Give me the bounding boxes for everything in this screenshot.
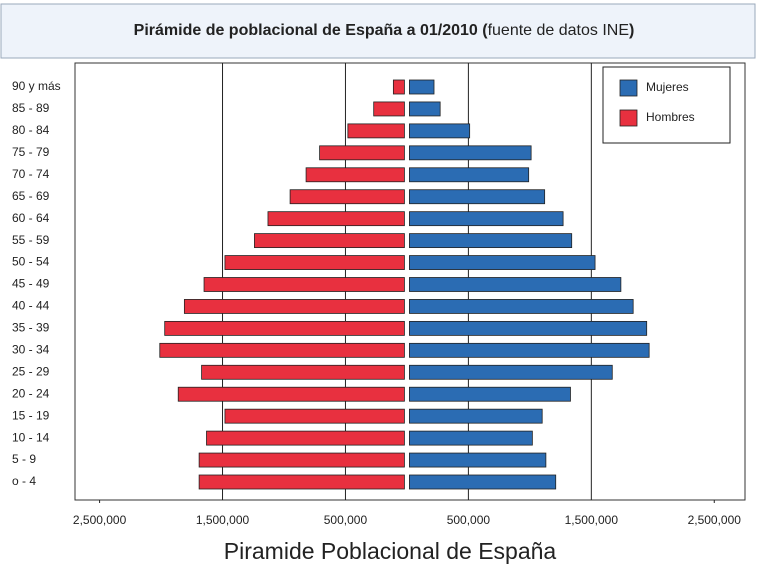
y-tick-label: 50 - 54: [12, 255, 50, 269]
bar: [409, 277, 622, 292]
x-tick-label: 500,000: [324, 513, 368, 527]
y-tick-label: 40 - 44: [12, 299, 50, 313]
legend-swatch: [619, 109, 638, 127]
bar: [224, 408, 405, 424]
bar: [183, 299, 405, 314]
x-tick-label: 1,500,000: [565, 513, 619, 527]
x-tick-label: 1,500,000: [196, 513, 250, 527]
bar: [305, 167, 405, 183]
y-tick-label: 90 y más: [12, 79, 61, 93]
bar: [224, 255, 405, 270]
x-tick-label: 2,500,000: [73, 513, 127, 527]
bar: [409, 408, 543, 424]
bar: [409, 299, 634, 314]
y-tick-label: 30 - 34: [12, 343, 50, 357]
bar: [409, 320, 648, 336]
bar: [409, 79, 435, 95]
y-tick-label: 20 - 24: [12, 386, 50, 400]
bar: [409, 101, 441, 117]
bar: [409, 145, 532, 161]
y-tick-label: 85 - 89: [12, 101, 50, 115]
bar: [347, 123, 405, 139]
bar: [409, 233, 573, 249]
bar: [203, 277, 405, 292]
title-close: ): [629, 22, 634, 39]
bar: [409, 189, 546, 205]
x-tick-label: 500,000: [447, 513, 491, 527]
bar: [409, 167, 530, 183]
bar: [198, 474, 405, 490]
title-source: fuente de datos INE: [488, 22, 629, 39]
y-tick-label: 15 - 19: [12, 408, 50, 422]
y-tick-label: 5 - 9: [12, 452, 36, 466]
legend-box: [602, 66, 731, 144]
bar: [164, 320, 405, 336]
bar: [373, 101, 405, 117]
y-tick-label: 55 - 59: [12, 233, 50, 247]
bar: [409, 255, 596, 270]
y-tick-label: 45 - 49: [12, 277, 50, 291]
bar: [409, 474, 557, 490]
bar: [198, 452, 405, 468]
y-tick-label: 60 - 64: [12, 211, 50, 225]
y-tick-label: o - 4: [12, 474, 36, 488]
caption: Piramide Poblacional de España: [224, 538, 557, 564]
bar: [409, 452, 547, 468]
bar: [409, 430, 533, 446]
legend-label: Mujeres: [646, 80, 689, 94]
bar: [392, 79, 405, 95]
bar: [177, 386, 405, 402]
y-tick-label: 75 - 79: [12, 145, 50, 159]
title-main: Pirámide de poblacional de España a 01/2…: [134, 22, 489, 39]
legend-label: Hombres: [646, 110, 695, 124]
y-tick-label: 10 - 14: [12, 430, 50, 444]
bar: [201, 364, 405, 380]
bar: [159, 342, 405, 358]
bar: [254, 233, 405, 249]
y-tick-label: 35 - 39: [12, 321, 50, 335]
bar: [409, 211, 564, 227]
y-tick-label: 80 - 84: [12, 123, 50, 137]
y-tick-label: 65 - 69: [12, 189, 50, 203]
bar: [206, 430, 405, 446]
bar: [409, 342, 650, 358]
bar: [409, 386, 571, 402]
title-banner: [0, 3, 756, 59]
legend-swatch: [619, 79, 638, 97]
y-tick-label: 70 - 74: [12, 167, 50, 181]
bar: [267, 211, 405, 227]
bar: [409, 123, 471, 139]
y-tick-label: 25 - 29: [12, 364, 50, 378]
x-tick-label: 2,500,000: [688, 513, 742, 527]
chart-title: Pirámide de poblacional de España a 01/2…: [134, 22, 635, 39]
bar: [289, 189, 405, 205]
bar: [409, 364, 613, 380]
bar: [319, 145, 405, 161]
